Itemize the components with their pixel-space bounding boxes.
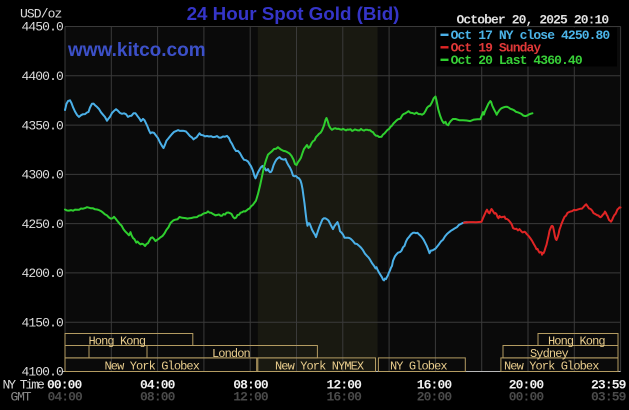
svg-text:16:00: 16:00 — [327, 390, 363, 405]
svg-text:00:00: 00:00 — [509, 390, 545, 405]
svg-text:23:59: 23:59 — [591, 377, 627, 392]
svg-text:Hong Kong: Hong Kong — [548, 335, 605, 349]
svg-text:New York Globex: New York Globex — [105, 359, 200, 373]
svg-text:16:00: 16:00 — [417, 377, 453, 392]
svg-text:NY Time: NY Time — [3, 377, 45, 392]
svg-text:08:00: 08:00 — [233, 377, 269, 392]
svg-text:4300.0: 4300.0 — [21, 168, 63, 183]
svg-text:03:59: 03:59 — [591, 390, 627, 405]
svg-text:4200.0: 4200.0 — [21, 266, 63, 281]
svg-text:Oct 20 Last 4360.40: Oct 20 Last 4360.40 — [451, 53, 583, 68]
svg-text:08:00: 08:00 — [140, 390, 176, 405]
svg-text:London: London — [212, 347, 251, 361]
svg-text:24 Hour Spot Gold (Bid): 24 Hour Spot Gold (Bid) — [187, 3, 400, 24]
svg-text:Sydney: Sydney — [530, 347, 569, 361]
svg-text:20:00: 20:00 — [417, 390, 453, 405]
svg-text:00:00: 00:00 — [47, 377, 83, 392]
svg-text:New York NYMEX: New York NYMEX — [275, 359, 364, 373]
svg-text:www.kitco.com: www.kitco.com — [67, 40, 206, 61]
svg-text:NY Globex: NY Globex — [390, 359, 447, 373]
svg-text:Hong Kong: Hong Kong — [89, 335, 146, 349]
svg-text:12:00: 12:00 — [233, 390, 269, 405]
svg-text:04:00: 04:00 — [47, 390, 83, 405]
svg-text:4100.0: 4100.0 — [21, 365, 63, 380]
svg-text:4150.0: 4150.0 — [21, 315, 63, 330]
svg-text:4400.0: 4400.0 — [21, 69, 63, 84]
svg-text:12:00: 12:00 — [327, 377, 363, 392]
svg-text:New York Globex: New York Globex — [504, 359, 599, 373]
svg-text:4450.0: 4450.0 — [21, 20, 63, 35]
svg-text:4350.0: 4350.0 — [21, 118, 63, 133]
svg-text:Oct 19 Sunday: Oct 19 Sunday — [451, 41, 542, 56]
svg-text:20:00: 20:00 — [509, 377, 545, 392]
svg-text:04:00: 04:00 — [140, 377, 176, 392]
svg-text:4250.0: 4250.0 — [21, 217, 63, 232]
svg-text:Oct 17 NY close 4250.80: Oct 17 NY close 4250.80 — [451, 28, 611, 43]
svg-text:October 20, 2025 20:10: October 20, 2025 20:10 — [457, 13, 610, 28]
svg-text:USD/oz: USD/oz — [20, 7, 62, 22]
svg-text:GMT: GMT — [11, 390, 32, 405]
